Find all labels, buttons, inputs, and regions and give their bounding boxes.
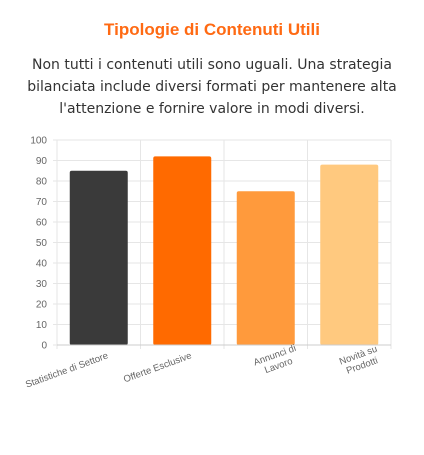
y-tick-label: 0: [41, 341, 47, 352]
x-tick-label: Statistiche di Settore: [24, 350, 110, 390]
bar: [153, 156, 212, 345]
bar: [69, 170, 128, 345]
y-tick-label: 60: [36, 218, 48, 229]
y-tick-label: 20: [36, 300, 48, 311]
x-tick-label: Novità suProdotti: [338, 344, 383, 378]
y-tick-label: 50: [36, 238, 48, 249]
chart-description: Non tutti i contenuti utili sono uguali.…: [27, 57, 397, 117]
chart-title: Tipologie di Contenuti Utili: [104, 20, 320, 39]
y-tick-label: 40: [36, 259, 48, 270]
y-tick-label: 10: [36, 320, 48, 331]
bar: [320, 164, 379, 345]
x-tick-label: Annunci diLavoro: [252, 343, 301, 379]
bar: [236, 191, 295, 345]
x-tick-label: Offerte Esclusive: [122, 350, 193, 385]
y-tick-label: 30: [36, 279, 48, 290]
y-tick-label: 80: [36, 177, 48, 188]
y-tick-label: 90: [36, 156, 48, 167]
y-tick-label: 70: [36, 197, 48, 208]
y-tick-label: 100: [30, 136, 47, 147]
